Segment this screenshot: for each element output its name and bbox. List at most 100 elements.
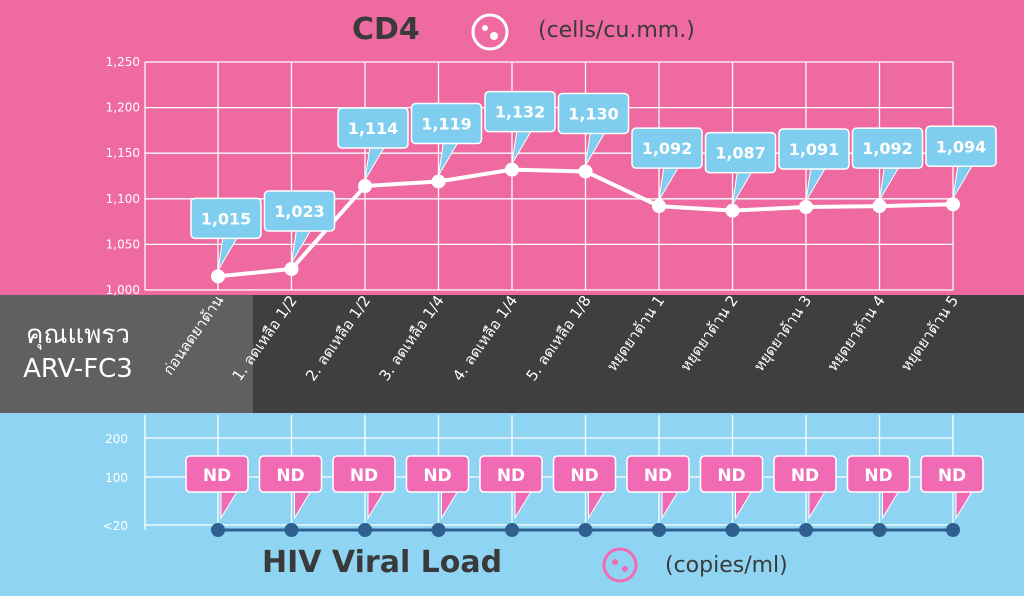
vl-callout-box <box>185 455 249 493</box>
vl-callout-box <box>699 455 764 493</box>
cd4-data-point <box>799 200 813 215</box>
vl-callout-tail <box>735 489 754 520</box>
patient-code: ARV-FC3 <box>23 354 133 384</box>
cd4-data-point <box>505 162 519 177</box>
cd4-callout-tail <box>438 140 460 176</box>
category-label: หยุดยาต้าน 2 <box>676 292 742 375</box>
vl-y-tick-label: <20 <box>103 519 128 533</box>
vl-data-label: ND <box>791 466 819 486</box>
category-label: หยุดยาต้าน 4 <box>823 292 889 375</box>
vl-callout-tail <box>661 489 680 520</box>
cd4-callout-box <box>263 190 336 232</box>
vl-callout-box <box>258 455 323 493</box>
vl-data-label: ND <box>570 466 598 486</box>
category-label: 1. ลดเหลือ 1/2 <box>229 292 301 384</box>
cd4-callout-box <box>631 127 703 169</box>
vl-callout-tail <box>441 489 460 520</box>
vl-callout-tail <box>882 489 901 520</box>
patient-label-panel <box>0 295 253 413</box>
category-label: หยุดยาต้าน 1 <box>603 292 669 375</box>
cd4-callout-box <box>337 107 409 149</box>
cd4-data-point <box>358 179 372 194</box>
cd4-data-label: 1,094 <box>936 137 987 156</box>
cd4-data-point <box>725 203 740 218</box>
cd4-callout-tail <box>511 129 533 164</box>
cd4-data-label: 1,092 <box>862 139 913 158</box>
cd4-callout-tail <box>217 235 239 271</box>
cd4-callout-tail <box>732 170 754 205</box>
patient-label: คุณแพรว ARV-FC3 <box>8 318 148 386</box>
cd4-y-tick-label: 1,000 <box>106 283 140 297</box>
cd4-data-label: 1,132 <box>495 103 546 122</box>
cd4-data-label: 1,023 <box>274 202 325 221</box>
vl-data-label: ND <box>938 466 966 486</box>
cd4-data-point <box>578 164 593 179</box>
category-label: หยุดยาต้าน 5 <box>897 292 963 375</box>
cd4-data-point <box>211 269 225 284</box>
cd4-data-label: 1,119 <box>421 114 472 133</box>
vl-callout-tail <box>808 489 827 520</box>
cd4-data-label: 1,130 <box>568 104 619 123</box>
cd4-callout-tail <box>364 145 386 181</box>
vl-data-point <box>431 523 446 537</box>
vl-data-point <box>725 523 740 537</box>
vl-data-label: ND <box>203 466 231 486</box>
cd4-callout-tail <box>879 165 901 201</box>
cd4-data-label: 1,092 <box>642 139 693 158</box>
vl-callout-tail <box>220 489 239 520</box>
vl-data-label: ND <box>717 466 745 486</box>
vl-callout-box <box>626 455 690 493</box>
cd4-callout-box <box>704 131 777 174</box>
category-label: 2. ลดเหลือ 1/2 <box>302 292 374 384</box>
cd4-data-point <box>872 199 887 214</box>
cd4-callout-tail <box>805 166 827 202</box>
vl-data-point <box>872 523 887 537</box>
cd4-callout-box <box>778 128 850 170</box>
cd4-data-point <box>431 174 446 189</box>
vl-callout-box <box>332 455 396 493</box>
vl-data-label: ND <box>350 466 378 486</box>
vl-callout-box <box>846 455 911 493</box>
cd4-y-tick-label: 1,250 <box>106 55 140 69</box>
vl-callout-box <box>552 455 617 493</box>
vl-y-tick-label: 100 <box>105 471 128 485</box>
vl-data-point <box>358 523 372 537</box>
vl-callout-tail <box>294 489 313 520</box>
cd4-callout-box <box>484 90 556 133</box>
cd4-unit: (cells/cu.mm.) <box>538 18 695 43</box>
category-label: 4. ลดเหลือ 1/4 <box>449 292 521 384</box>
cd4-y-tick-label: 1,050 <box>106 237 140 251</box>
cd4-callout-box <box>557 92 630 135</box>
cd4-callout-box <box>925 125 997 168</box>
vl-data-point <box>505 523 519 537</box>
cd4-data-label: 1,015 <box>201 209 252 228</box>
vl-callout-tail <box>955 489 974 520</box>
vl-data-label: ND <box>276 466 304 486</box>
cd4-data-point <box>284 262 299 277</box>
vl-y-tick-label: 200 <box>105 432 128 446</box>
vl-callout-box <box>479 455 543 493</box>
cd4-title: CD4 <box>352 12 420 47</box>
cd4-data-point <box>652 199 666 214</box>
vl-callout-box <box>920 455 984 493</box>
cd4-data-point <box>946 197 960 212</box>
vl-callout-tail <box>514 489 533 520</box>
vl-data-point <box>211 523 225 537</box>
category-label: 3. ลดเหลือ 1/4 <box>376 292 448 384</box>
vl-data-point <box>578 523 593 537</box>
cd4-callout-box <box>190 197 262 240</box>
patient-name: คุณแพรว <box>26 320 130 350</box>
category-label: หยุดยาต้าน 3 <box>750 292 816 375</box>
cd4-data-label: 1,091 <box>789 140 840 159</box>
viral-load-title: HIV Viral Load <box>262 545 503 580</box>
vl-data-point <box>799 523 813 537</box>
cd4-callout-tail <box>585 130 607 166</box>
cell-icon <box>471 13 509 51</box>
cd4-data-label: 1,114 <box>348 119 399 138</box>
vl-callout-tail <box>588 489 607 520</box>
cd4-y-tick-label: 1,200 <box>106 101 140 115</box>
viral-load-unit: (copies/ml) <box>665 553 788 578</box>
vl-data-point <box>284 523 299 537</box>
vl-data-label: ND <box>864 466 892 486</box>
